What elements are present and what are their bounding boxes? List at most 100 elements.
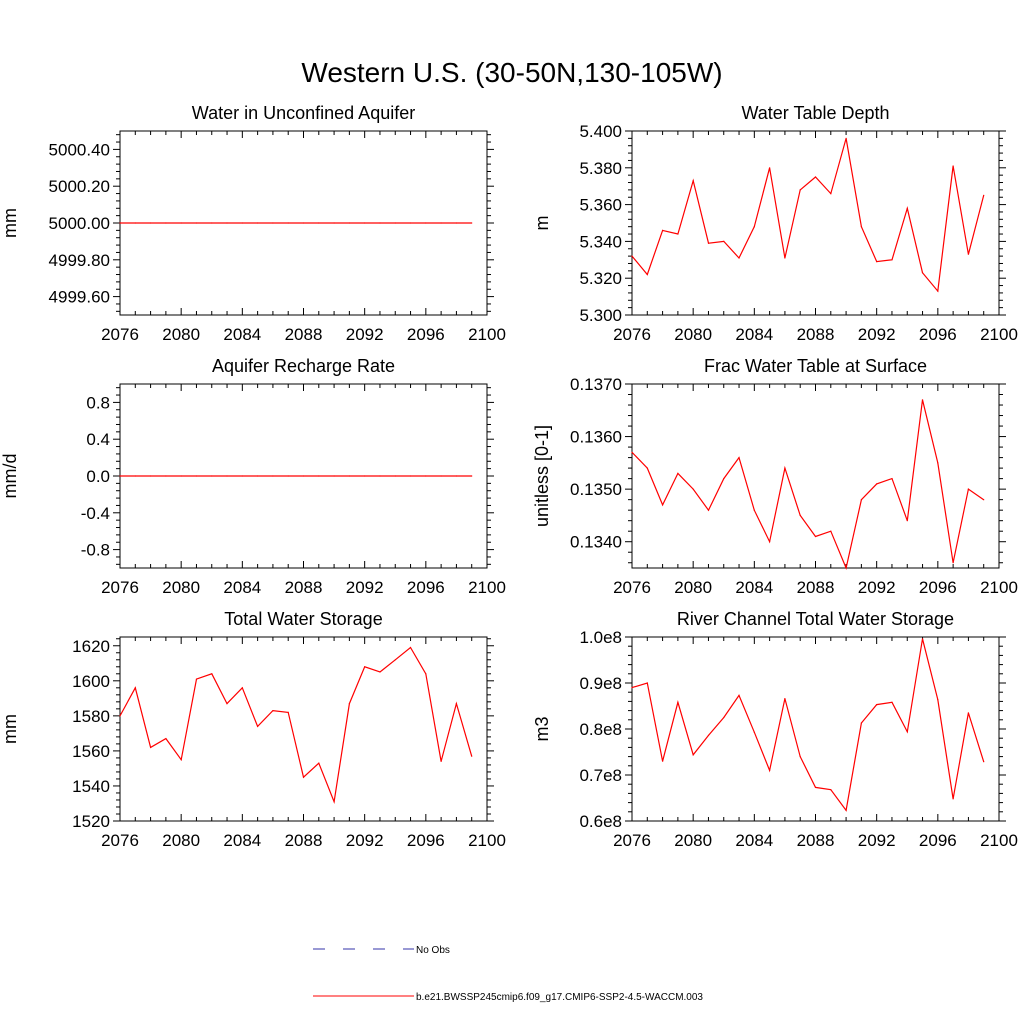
data-point [333,801,335,803]
data-point [845,567,847,569]
data-point [876,704,878,706]
data-point [455,222,457,224]
data-point [646,682,648,684]
data-point [318,475,320,477]
data-point [150,222,152,224]
x-tick-label: 2092 [858,831,896,850]
x-tick-label: 2100 [468,578,506,597]
data-point [302,776,305,778]
data-point [241,687,243,689]
x-tick-label: 2100 [980,325,1018,344]
series-line [119,646,473,804]
data-point [425,222,427,224]
data-point [471,475,473,477]
y-tick-label: 5.360 [579,196,622,215]
data-point [287,222,289,224]
data-point [814,535,817,538]
data-point [165,738,167,740]
data-point [379,671,381,673]
data-point [952,562,954,564]
x-tick-label: 2084 [735,325,773,344]
x-tick-label: 2080 [674,578,712,597]
data-point [394,659,396,661]
x-tick-label: 2092 [346,578,384,597]
data-point [226,703,228,705]
data-point [257,222,259,224]
series-line [631,399,985,570]
data-point [180,222,182,224]
data-point [952,798,954,800]
data-point [379,475,381,477]
chart-panel-6: River Channel Total Water Storage 2076 208… [532,609,1018,850]
data-point [845,809,847,812]
data-point [287,475,289,477]
y-tick-label: 5.300 [579,306,622,325]
x-tick-label: 2084 [223,325,261,344]
data-point [906,731,908,733]
data-point [707,242,710,244]
figure-title: Western U.S. (30-50N,130-105W) [301,57,722,88]
data-point [226,222,228,224]
data-point [983,194,985,196]
x-tick-label: 2096 [919,831,957,850]
chart-panel-1: Water in Unconfined Aquifer 2076 2080 2084 2… [0,103,506,344]
x-tick-label: 2096 [407,578,445,597]
x-tick-label: 2084 [223,578,261,597]
y-tick-label: 5000.00 [49,214,110,233]
x-tick-label: 2100 [980,578,1018,597]
data-point [425,673,427,675]
y-tick-label: 1540 [72,777,110,796]
data-point [394,222,396,224]
legend-label-run: b.e21.BWSSP245cmip6.f09_g17.CMIP6-SSP2-4… [416,992,703,1003]
data-point [937,699,939,701]
y-tick-label: 1600 [72,672,110,691]
data-point [272,222,274,224]
data-point [333,222,335,224]
y-tick-label: 4999.60 [49,288,110,307]
x-tick-label: 2084 [735,831,773,850]
data-point [364,475,366,477]
x-tick-label: 2080 [162,325,200,344]
panel-title: Aquifer Recharge Rate [212,356,395,376]
x-tick-label: 2096 [407,325,445,344]
data-point [318,222,320,224]
data-point [677,472,679,474]
data-point [379,222,381,224]
panel-title: Water in Unconfined Aquifer [192,103,415,123]
data-point [891,701,893,703]
legend: No Obs b.e21.BWSSP245cmip6.f09_g17.CMIP6… [313,945,703,1003]
x-tick-label: 2100 [980,831,1018,850]
data-point [226,475,228,477]
x-tick-label: 2088 [285,325,323,344]
data-point [784,257,786,259]
y-tick-label: 0.7e8 [579,766,622,785]
data-point [677,701,679,703]
data-point [814,786,817,789]
data-point [287,711,289,714]
data-point [784,698,786,700]
y-tick-label: -0.8 [81,541,110,560]
data-point [738,257,740,259]
x-tick-label: 2088 [797,325,835,344]
data-point [165,222,167,224]
data-point [937,462,939,464]
y-tick-label: 0.4 [86,430,110,449]
y-axis-label: m [532,216,552,231]
y-tick-label: 5000.20 [49,177,110,196]
data-point [769,541,771,543]
data-point [134,687,136,689]
data-point [830,530,832,532]
x-tick-label: 2100 [468,325,506,344]
series-line [631,138,985,293]
data-point [440,760,442,763]
data-point [302,475,305,477]
data-point [830,789,832,791]
data-point [983,761,985,763]
data-point [119,222,121,224]
x-tick-label: 2096 [919,578,957,597]
data-point [845,137,847,139]
data-point [119,475,121,477]
data-point [272,710,274,712]
x-tick-label: 2088 [285,578,323,597]
data-point [723,716,725,719]
